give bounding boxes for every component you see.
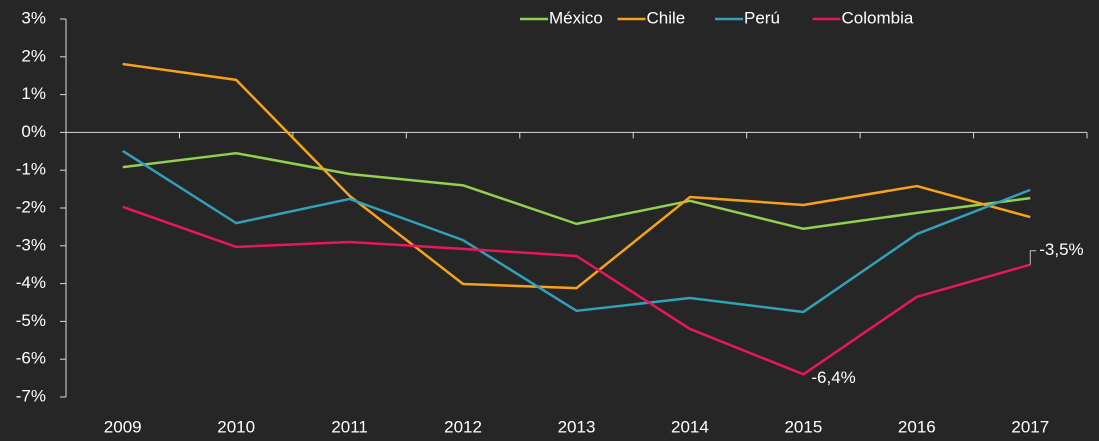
series-line bbox=[122, 151, 1031, 231]
data-label: -3,5% bbox=[1039, 240, 1083, 259]
y-tick-label: -1% bbox=[16, 160, 46, 179]
y-tick-label: -2% bbox=[16, 197, 46, 216]
y-tick-label: 1% bbox=[21, 84, 46, 103]
legend-label: Colombia bbox=[842, 8, 914, 27]
x-tick-label: 2014 bbox=[671, 417, 709, 436]
y-tick-label: -5% bbox=[16, 311, 46, 330]
x-tick-label: 2017 bbox=[1011, 417, 1049, 436]
x-tick-label: 2011 bbox=[331, 417, 368, 436]
legend-label: México bbox=[549, 8, 603, 27]
y-tick-label: -4% bbox=[16, 273, 46, 292]
y-tick-label: 0% bbox=[21, 122, 46, 141]
series-line bbox=[122, 205, 1031, 376]
y-tick-label: -3% bbox=[16, 235, 46, 254]
label-leader bbox=[1029, 250, 1037, 265]
y-tick-label: -6% bbox=[16, 349, 46, 368]
legend-label: Perú bbox=[744, 8, 780, 27]
x-tick-label: 2009 bbox=[104, 417, 142, 436]
legend-label: Chile bbox=[647, 8, 686, 27]
series-line bbox=[122, 62, 1031, 290]
x-tick-label: 2013 bbox=[558, 417, 596, 436]
x-tick-label: 2015 bbox=[784, 417, 822, 436]
x-tick-label: 2016 bbox=[898, 417, 936, 436]
data-label: -6,4% bbox=[811, 368, 855, 387]
series-line bbox=[122, 149, 1031, 314]
y-tick-label: -7% bbox=[16, 386, 46, 405]
x-tick-label: 2012 bbox=[444, 417, 482, 436]
x-tick-label: 2010 bbox=[217, 417, 255, 436]
y-tick-label: 3% bbox=[21, 8, 46, 27]
y-tick-label: 2% bbox=[21, 46, 46, 65]
